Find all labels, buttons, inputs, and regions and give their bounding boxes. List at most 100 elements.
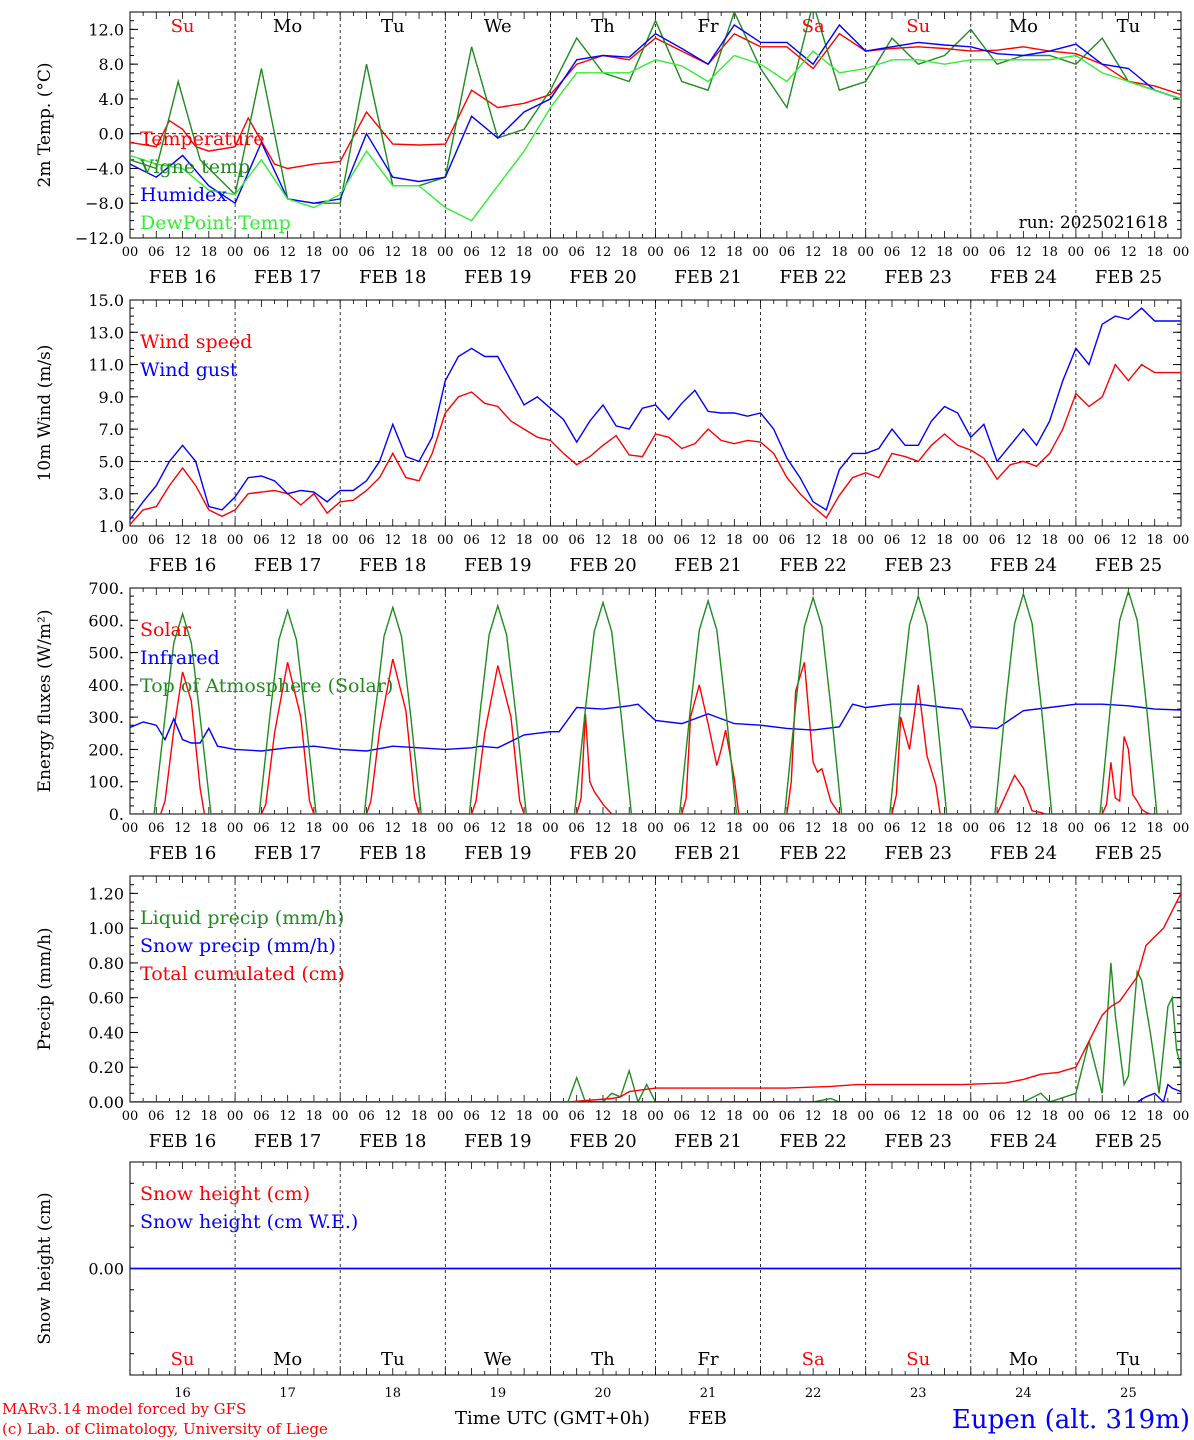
hour-tick-label: 12 (1120, 245, 1137, 260)
date-label: FEB 24 (990, 267, 1057, 288)
hour-tick-label: 18 (1041, 245, 1058, 260)
hour-tick-label: 00 (752, 1109, 769, 1124)
y-tick-label: −8.0 (85, 194, 124, 213)
hour-tick-label: 06 (463, 533, 480, 548)
y-axis-label: Energy fluxes (W/m²) (35, 610, 55, 793)
hour-tick-label: 00 (437, 1109, 454, 1124)
hour-tick-label: 00 (857, 1109, 874, 1124)
hour-tick-label: 00 (122, 533, 139, 548)
hour-tick-label: 12 (1120, 821, 1137, 836)
date-label: FEB 20 (569, 1131, 636, 1152)
hour-tick-label: 00 (647, 821, 664, 836)
hour-tick-label: 06 (884, 821, 901, 836)
weekday-label: Su (171, 16, 195, 37)
hour-tick-label: 06 (1094, 533, 1111, 548)
hour-tick-label: 06 (1094, 821, 1111, 836)
hour-tick-label: 18 (516, 245, 533, 260)
y-tick-label: 700. (88, 579, 124, 598)
hour-tick-label: 06 (989, 1109, 1006, 1124)
date-label: FEB 16 (149, 555, 216, 576)
hour-tick-label: 12 (1015, 245, 1032, 260)
hour-tick-label: 18 (201, 245, 218, 260)
y-tick-label: 0.60 (88, 989, 124, 1008)
day-number-label: 18 (384, 1386, 401, 1401)
weekday-label: Sa (802, 1349, 825, 1370)
hour-tick-label: 06 (148, 245, 165, 260)
hour-tick-label: 18 (411, 821, 428, 836)
hour-tick-label: 06 (463, 1109, 480, 1124)
hour-tick-label: 06 (674, 821, 691, 836)
y-tick-label: 300. (88, 708, 124, 727)
hour-tick-label: 18 (1146, 533, 1163, 548)
hour-tick-label: 00 (963, 1109, 980, 1124)
hour-tick-label: 00 (1173, 1109, 1190, 1124)
hour-tick-label: 06 (148, 1109, 165, 1124)
y-tick-label: 13.0 (88, 323, 124, 342)
hour-tick-label: 00 (542, 245, 559, 260)
hour-tick-label: 18 (621, 821, 638, 836)
hour-tick-label: 12 (279, 821, 296, 836)
series-line-temperature (130, 32, 1181, 170)
hour-tick-label: 00 (1068, 821, 1085, 836)
hour-tick-label: 12 (174, 821, 191, 836)
hour-tick-label: 00 (332, 1109, 349, 1124)
date-label: FEB 25 (1095, 555, 1162, 576)
legend-entry: Liquid precip (mm/h) (140, 907, 344, 929)
hour-tick-label: 00 (1173, 533, 1190, 548)
hour-tick-label: 06 (253, 245, 270, 260)
y-tick-label: 3.0 (99, 485, 124, 504)
hour-tick-label: 00 (542, 1109, 559, 1124)
y-tick-label: 15.0 (88, 291, 124, 310)
day-number-label: 19 (490, 1386, 507, 1401)
hour-tick-label: 06 (463, 821, 480, 836)
hour-tick-label: 00 (122, 821, 139, 836)
hour-tick-label: 18 (726, 821, 743, 836)
hour-tick-label: 00 (647, 1109, 664, 1124)
date-label: FEB 23 (885, 1131, 952, 1152)
hour-tick-label: 18 (1041, 1109, 1058, 1124)
weekday-label: Su (906, 1349, 930, 1370)
panel-4: 0.00 0.20 0.40 0.60 0.80 1.00 1.20 Precip (mm/h… (35, 875, 1190, 1152)
hour-tick-label: 00 (857, 533, 874, 548)
hour-tick-label: 06 (1094, 245, 1111, 260)
hour-tick-label: 00 (332, 245, 349, 260)
hour-tick-label: 12 (1120, 533, 1137, 548)
date-label: FEB 19 (464, 267, 531, 288)
credit-line: MARv3.14 model forced by GFS (2, 1400, 246, 1418)
hour-tick-label: 06 (989, 533, 1006, 548)
hour-tick-label: 12 (805, 1109, 822, 1124)
hour-tick-label: 06 (674, 533, 691, 548)
y-tick-label: 200. (88, 740, 124, 759)
y-tick-label: 0.00 (88, 1260, 124, 1279)
hour-tick-label: 18 (936, 821, 953, 836)
hour-tick-label: 18 (726, 245, 743, 260)
hour-tick-label: 12 (700, 1109, 717, 1124)
day-number-label: 25 (1120, 1386, 1137, 1401)
hour-tick-label: 12 (805, 821, 822, 836)
date-label: FEB 18 (359, 267, 426, 288)
date-label: FEB 18 (359, 1131, 426, 1152)
day-number-label: 22 (805, 1386, 822, 1401)
weekday-label: Tu (381, 1349, 405, 1370)
series-line-liquid-precip-mm-h- (130, 962, 1181, 1102)
hour-tick-label: 18 (831, 821, 848, 836)
hour-tick-label: 00 (227, 245, 244, 260)
hour-tick-label: 12 (910, 245, 927, 260)
hour-tick-label: 12 (595, 821, 612, 836)
y-tick-label: 11.0 (88, 356, 124, 375)
y-tick-label: 0.80 (88, 954, 124, 973)
hour-tick-label: 06 (989, 821, 1006, 836)
hour-tick-label: 00 (332, 533, 349, 548)
legend-entry: Vigne temp (139, 156, 250, 178)
date-label: FEB 23 (885, 267, 952, 288)
hour-tick-label: 00 (542, 821, 559, 836)
hour-tick-label: 12 (279, 245, 296, 260)
hour-tick-label: 00 (647, 533, 664, 548)
hour-tick-label: 06 (253, 1109, 270, 1124)
hour-tick-label: 18 (201, 1109, 218, 1124)
hour-tick-label: 06 (148, 821, 165, 836)
legend-entry: DewPoint Temp (140, 212, 291, 234)
hour-tick-label: 06 (568, 821, 585, 836)
hour-tick-label: 12 (279, 1109, 296, 1124)
hour-tick-label: 12 (700, 245, 717, 260)
